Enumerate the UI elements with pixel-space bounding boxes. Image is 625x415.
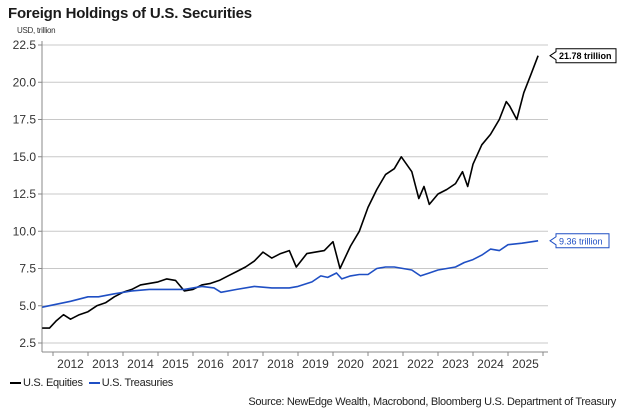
callout-box-equities	[549, 48, 617, 64]
y-tick-label: 22.5	[13, 38, 37, 52]
legend-label-equities: U.S. Equities	[23, 377, 83, 389]
legend-swatch-equities	[10, 382, 21, 384]
x-tick-label: 2017	[232, 357, 259, 371]
callout-box-treasuries	[549, 233, 610, 249]
x-tick-label: 2012	[57, 357, 84, 371]
y-tick-label: 10.0	[13, 224, 37, 238]
legend-swatch-treasuries	[88, 382, 100, 384]
chart-title: Foreign Holdings of U.S. Securities	[8, 5, 252, 22]
x-tick-label: 2022	[407, 357, 434, 371]
y-tick-label: 12.5	[13, 187, 37, 201]
legend-label-treasuries: U.S. Treasuries	[101, 377, 174, 389]
y-tick-label: 5.0	[19, 299, 36, 313]
x-tick-label: 2021	[372, 357, 399, 371]
callout-label-equities: 21.78 trillion	[559, 51, 612, 61]
legend-item-treasuries: U.S. Treasuries	[88, 377, 174, 389]
y-axis-unit-label: USD, trillion	[17, 26, 56, 35]
series-line-treasuries	[42, 240, 539, 308]
legend: U.S. Equities U.S. Treasuries	[10, 377, 173, 389]
x-tick-label: 2013	[92, 357, 119, 371]
x-tick-label: 2023	[442, 357, 469, 371]
x-tick-label: 2014	[127, 357, 154, 371]
x-tick-label: 2019	[302, 357, 329, 371]
x-tick-label: 2015	[162, 357, 189, 371]
legend-item-equities: U.S. Equities	[10, 377, 83, 389]
x-tick-label: 2025	[512, 357, 539, 371]
x-tick-label: 2020	[337, 357, 364, 371]
callout-label-treasuries: 9.36 trillion	[559, 236, 603, 246]
x-tick-label: 2016	[197, 357, 224, 371]
y-tick-label: 20.0	[13, 75, 37, 89]
y-tick-label: 7.5	[19, 262, 36, 276]
y-tick-label: 2.5	[19, 336, 36, 350]
x-tick-label: 2018	[267, 357, 294, 371]
y-tick-label: 15.0	[13, 150, 37, 164]
y-tick-label: 17.5	[13, 113, 37, 127]
x-tick-label: 2024	[477, 357, 504, 371]
source-note: Source: NewEdge Wealth, Macrobond, Bloom…	[248, 396, 616, 408]
